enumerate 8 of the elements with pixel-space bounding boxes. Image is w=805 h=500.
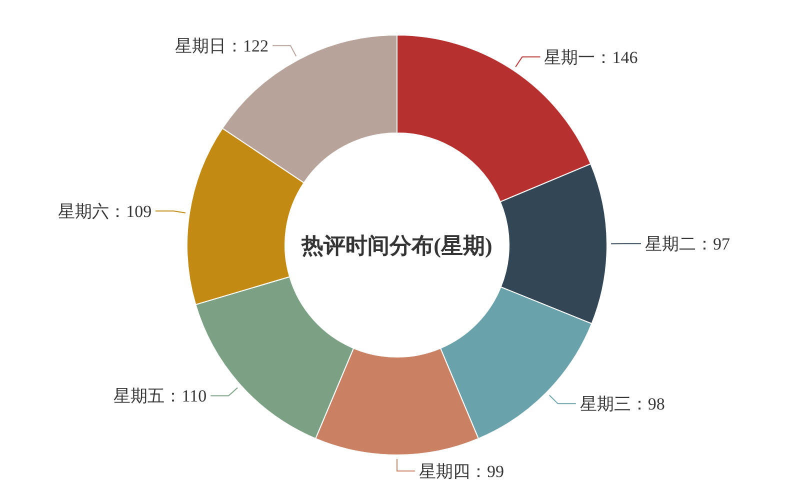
slice-label: 星期五：110	[114, 386, 207, 406]
slice-label: 星期四：99	[419, 462, 504, 481]
slice-label: 星期二：97	[644, 234, 730, 254]
text: 热评时间分布(星期)	[300, 233, 492, 258]
slice-label: 星期一：146	[544, 48, 638, 67]
slice-label: 星期日：122	[174, 36, 268, 56]
slice-label: 星期三：98	[580, 394, 665, 414]
slice-label: 星期六：109	[58, 202, 152, 222]
